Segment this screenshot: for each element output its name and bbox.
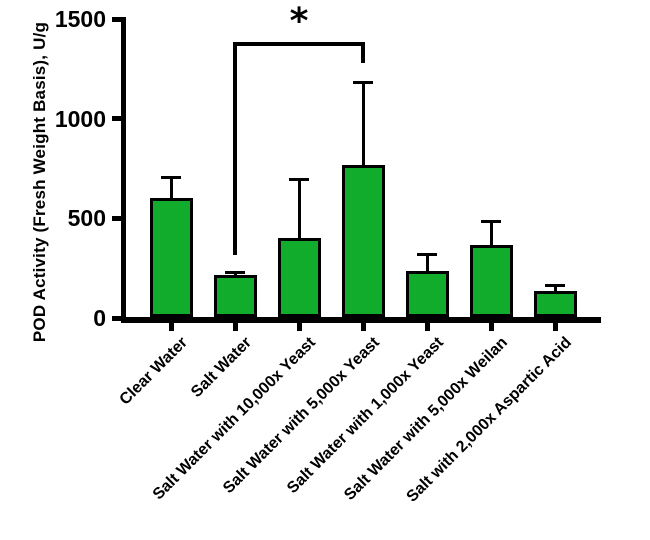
error-bar-cap <box>353 80 373 84</box>
y-tick-label: 1500 <box>54 6 106 32</box>
error-bar-line <box>297 178 301 239</box>
error-bar-cap <box>417 253 437 257</box>
error-bar-line <box>425 253 429 272</box>
y-tick <box>112 215 121 221</box>
x-tick <box>232 323 238 331</box>
bar <box>277 238 321 317</box>
significance-star: * <box>289 1 309 42</box>
significance-bracket-left <box>233 42 237 255</box>
error-bar-cap <box>481 220 501 224</box>
error-bar-cap <box>225 271 245 275</box>
error-bar-line <box>169 176 173 199</box>
bar <box>533 291 577 317</box>
bar <box>405 271 449 317</box>
y-tick-label: 500 <box>67 205 106 232</box>
x-tick <box>552 323 558 331</box>
x-tick <box>360 323 366 331</box>
error-bar-line <box>553 284 557 292</box>
y-tick <box>112 116 121 122</box>
x-category-label: Salt with 2,000x Aspartic Acid <box>403 334 576 506</box>
y-tick <box>112 315 121 321</box>
bar <box>213 275 257 317</box>
y-axis <box>121 17 126 323</box>
x-tick <box>168 323 174 331</box>
error-bar-line <box>489 220 493 246</box>
error-bar-line <box>361 80 365 165</box>
error-bar-cap <box>545 284 565 288</box>
x-axis <box>121 317 601 323</box>
error-bar-cap <box>289 178 309 182</box>
error-bar-cap <box>161 176 181 180</box>
significance-bracket-right <box>361 42 365 63</box>
y-tick-label: 1000 <box>54 105 106 132</box>
y-tick-label: 0 <box>93 305 106 331</box>
bar <box>469 245 513 317</box>
y-tick <box>112 16 121 22</box>
x-tick <box>488 323 494 331</box>
bar <box>341 164 385 317</box>
significance-bracket-top <box>233 42 365 46</box>
x-tick <box>296 323 302 331</box>
bar <box>149 198 193 317</box>
x-tick <box>424 323 430 331</box>
